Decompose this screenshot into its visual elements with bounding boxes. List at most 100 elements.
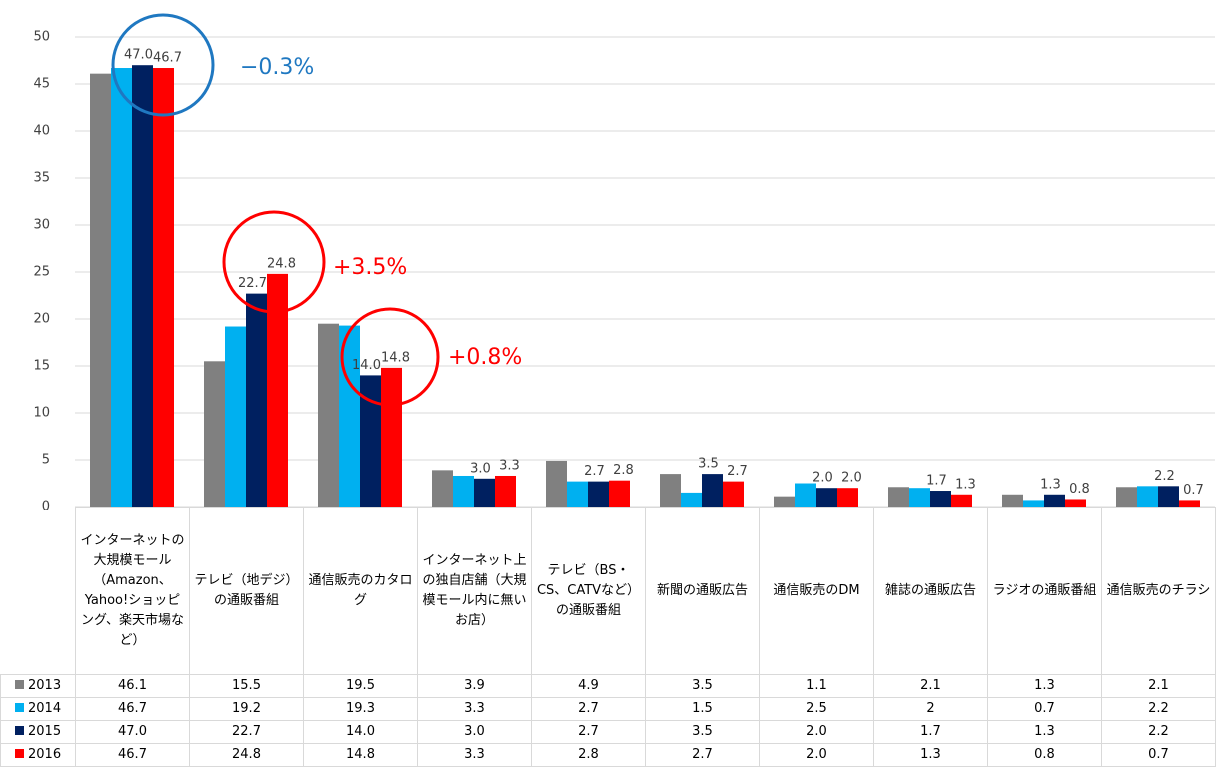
annotation: +3.5% [333, 255, 407, 280]
bar [1044, 494, 1065, 507]
bar [246, 293, 267, 507]
table-cell: 2 [873, 697, 988, 721]
legend-label: 2014 [28, 701, 62, 716]
table-cell: 14.8 [303, 743, 418, 767]
category-label: ラジオの通販番組 [987, 507, 1102, 675]
legend-entry: 2013 [0, 674, 76, 698]
legend-label: 2016 [28, 747, 62, 762]
data-label: 3.0 [470, 461, 491, 476]
data-label: 47.0 [124, 48, 153, 63]
table-cell: 3.5 [645, 720, 760, 744]
bar [1065, 499, 1086, 507]
bar [318, 323, 339, 507]
y-tick-label: 30 [33, 218, 50, 233]
data-label: 14.0 [352, 358, 381, 373]
table-cell: 46.7 [75, 743, 190, 767]
bar [930, 491, 951, 507]
bar [1023, 500, 1044, 507]
data-label: 22.7 [238, 276, 267, 291]
bar [816, 488, 837, 507]
bar [204, 361, 225, 507]
legend-entry: 2014 [0, 697, 76, 721]
table-cell: 22.7 [189, 720, 304, 744]
data-label: 3.5 [698, 457, 719, 472]
legend-swatch [15, 726, 24, 735]
y-tick-label: 35 [33, 171, 50, 186]
bar [90, 73, 111, 507]
y-tick-label: 25 [33, 265, 50, 280]
table-cell: 2.1 [1101, 674, 1216, 698]
table-cell: 47.0 [75, 720, 190, 744]
category-label: 通信販売のDM [759, 507, 874, 675]
data-label: 0.8 [1069, 482, 1090, 497]
corner [0, 507, 76, 675]
y-tick-label: 10 [33, 406, 50, 421]
bar [132, 65, 153, 507]
bar [495, 475, 516, 507]
y-tick-label: 5 [42, 453, 50, 468]
table-cell: 19.3 [303, 697, 418, 721]
y-tick-label: 20 [33, 312, 50, 327]
data-label: 2.7 [727, 464, 748, 479]
table-cell: 2.1 [873, 674, 988, 698]
bar [723, 481, 744, 507]
table-cell: 3.3 [417, 743, 532, 767]
data-label: 46.7 [153, 51, 182, 66]
bar [681, 492, 702, 507]
table-cell: 15.5 [189, 674, 304, 698]
bar [432, 470, 453, 507]
bar [1137, 486, 1158, 507]
annotation: +0.8% [448, 345, 522, 370]
bar [360, 375, 381, 507]
annotation-circle [111, 13, 215, 117]
table-cell: 1.7 [873, 720, 988, 744]
legend-swatch [15, 749, 24, 758]
y-tick-label: 50 [33, 30, 50, 45]
y-tick-label: 15 [33, 359, 50, 374]
table-cell: 3.9 [417, 674, 532, 698]
table-cell: 2.0 [759, 720, 874, 744]
table-cell: 2.7 [531, 720, 646, 744]
category-label: テレビ（地デジ）の通販番組 [189, 507, 304, 675]
table-cell: 3.0 [417, 720, 532, 744]
table-cell: 1.3 [987, 720, 1102, 744]
table-cell: 3.5 [645, 674, 760, 698]
table-cell: 19.5 [303, 674, 418, 698]
bar [609, 480, 630, 507]
table-cell: 1.3 [987, 674, 1102, 698]
bar [111, 68, 132, 508]
table-cell: 0.7 [987, 697, 1102, 721]
table-cell: 24.8 [189, 743, 304, 767]
bar [1179, 500, 1200, 507]
data-label: 3.3 [499, 458, 520, 473]
y-tick-label: 0 [42, 500, 50, 511]
chart: 0 5 10 15 20 25 30 35 40 45 50 47.0 22.7 14.0 3.0 2.7 3.… [33, 13, 1215, 511]
table-cell: 1.1 [759, 674, 874, 698]
data-label: 1.3 [955, 477, 976, 492]
bar [1158, 486, 1179, 507]
category-label: インターネット上の独自店舗（大規模モール内に無いお店） [417, 507, 532, 675]
category-label: 新聞の通販広告 [645, 507, 760, 675]
data-label: 2.7 [584, 464, 605, 479]
table-cell: 19.2 [189, 697, 304, 721]
table-cell: 0.8 [987, 743, 1102, 767]
bar [546, 460, 567, 507]
bar [909, 488, 930, 507]
data-label: 24.8 [267, 256, 296, 271]
table-cell: 1.5 [645, 697, 760, 721]
data-label: 1.7 [926, 474, 947, 489]
table-cell: 2.2 [1101, 720, 1216, 744]
bar [474, 478, 495, 507]
bar [660, 474, 681, 507]
annotation-circle [340, 307, 440, 407]
bar [888, 487, 909, 507]
bar [153, 68, 174, 508]
bar [702, 474, 723, 507]
bar [795, 483, 816, 507]
table-cell: 2.5 [759, 697, 874, 721]
category-label: 通信販売のカタログ [303, 507, 418, 675]
legend-entry: 2015 [0, 720, 76, 744]
table-cell: 4.9 [531, 674, 646, 698]
category-label: 通信販売のチラシ [1101, 507, 1216, 675]
